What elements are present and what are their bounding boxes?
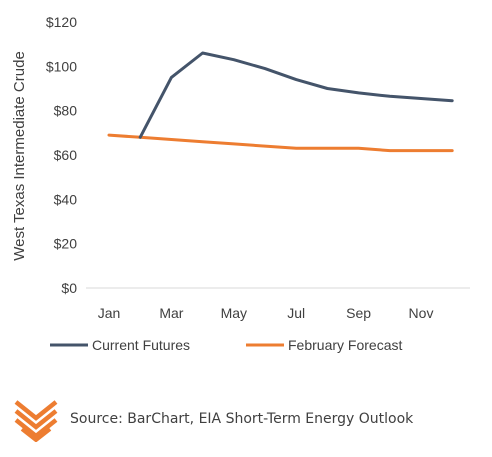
y-tick-label: $80 — [54, 103, 78, 119]
y-tick-label: $100 — [46, 58, 77, 74]
y-axis-label: West Texas Intermediate Crude — [11, 51, 28, 261]
series-line-february-forecast — [107, 133, 454, 153]
legend-label: February Forecast — [288, 337, 402, 353]
x-tick-label: May — [221, 305, 247, 321]
y-tick-label: $40 — [54, 191, 78, 207]
x-tick-label: Nov — [409, 305, 434, 321]
y-tick-label: $0 — [61, 280, 77, 296]
x-tick-label: Jan — [98, 305, 121, 321]
x-tick-label: Mar — [159, 305, 183, 321]
y-tick-label: $20 — [54, 236, 78, 252]
source-note: Source: BarChart, EIA Short-Term Energy … — [70, 411, 414, 427]
y-tick-label: $120 — [46, 14, 77, 30]
legend-label: Current Futures — [92, 337, 190, 353]
chart: West Texas Intermediate Crude $0 $20 $40 $6… — [11, 14, 470, 353]
series-line-current-futures — [138, 51, 454, 139]
x-tick-label: Sep — [346, 305, 371, 321]
chevron-stack-logo — [14, 400, 58, 442]
legend: Current Futures February Forecast — [50, 337, 402, 353]
y-tick-label: $60 — [54, 147, 78, 163]
x-tick-label: Jul — [287, 305, 305, 321]
